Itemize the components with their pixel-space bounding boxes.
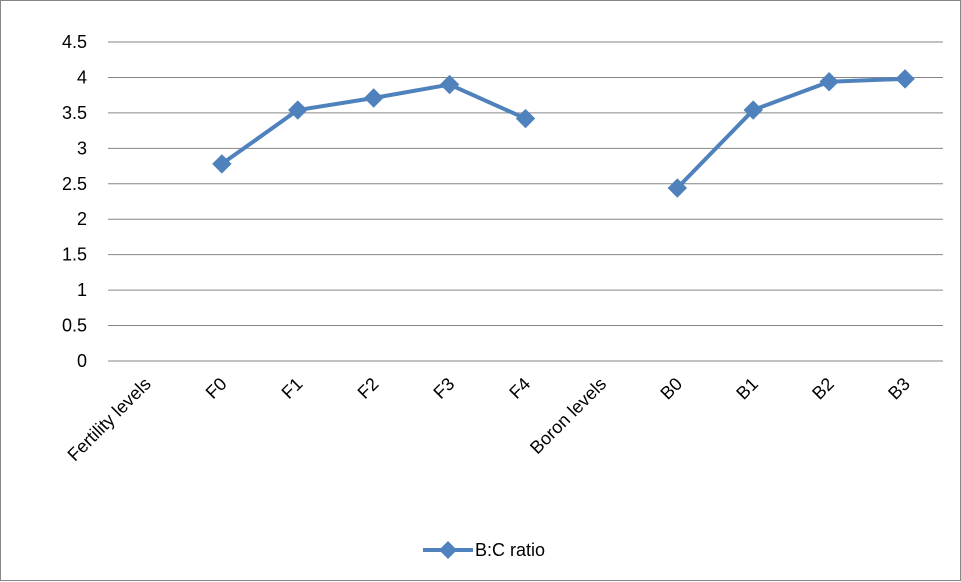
x-tick-label: B0 — [656, 374, 686, 404]
y-tick-label: 2 — [77, 209, 87, 229]
legend: B:C ratio — [423, 540, 545, 560]
y-tick-label: 3 — [77, 138, 87, 158]
data-point-marker — [895, 69, 915, 89]
y-axis-tick-labels: 0 0.5 1 1.5 2 2.5 3 3.5 4 4.5 — [62, 32, 87, 371]
series-b-c-ratio — [212, 69, 915, 198]
x-tick-label: F2 — [354, 374, 383, 403]
data-point-marker — [819, 71, 839, 92]
data-point-marker — [212, 154, 232, 174]
data-point-marker — [288, 100, 308, 120]
series-line — [675, 76, 906, 190]
x-tick-label: B2 — [808, 374, 838, 404]
y-tick-label: 0 — [77, 351, 87, 371]
data-point-marker — [439, 74, 460, 95]
x-tick-label: B3 — [884, 374, 914, 404]
x-tick-label: F3 — [429, 374, 458, 403]
x-tick-label: B1 — [732, 374, 762, 404]
y-tick-label: 4 — [77, 67, 87, 87]
y-tick-label: 0.5 — [62, 316, 87, 336]
y-tick-label: 1 — [77, 280, 87, 300]
y-tick-label: 2.5 — [62, 174, 87, 194]
y-tick-label: 4.5 — [62, 32, 87, 52]
x-tick-label: F4 — [505, 374, 534, 403]
x-tick-label: F0 — [202, 374, 231, 403]
x-tick-label: F1 — [278, 374, 307, 403]
y-tick-label: 3.5 — [62, 103, 87, 123]
x-tick-label: Boron levels — [526, 374, 610, 458]
y-tick-label: 1.5 — [62, 245, 87, 265]
data-point-marker — [515, 108, 536, 129]
data-point-marker — [667, 178, 688, 198]
x-tick-label: Fertility levels — [64, 374, 155, 465]
legend-label: B:C ratio — [475, 540, 545, 560]
legend-diamond-marker — [439, 541, 457, 559]
data-point-marker — [743, 100, 763, 120]
gridlines — [108, 41, 943, 362]
data-point-marker — [363, 88, 384, 108]
